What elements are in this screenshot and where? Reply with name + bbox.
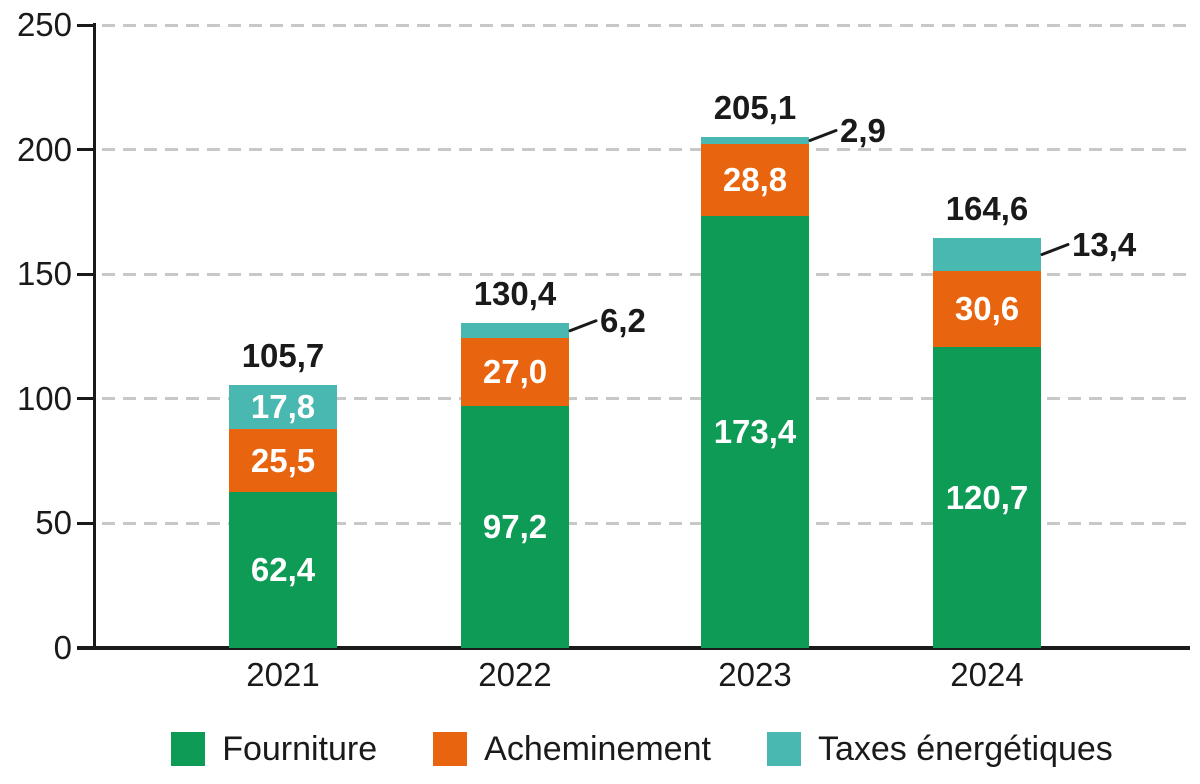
bar-2021-taxes-energetiques bbox=[229, 384, 337, 429]
bar-2023-fourniture-value: 173,4 bbox=[713, 412, 797, 450]
legend-swatch-taxes-energetiques bbox=[766, 732, 801, 766]
legend-swatch-acheminement bbox=[433, 732, 468, 766]
legend-label-acheminement: Acheminement bbox=[484, 730, 711, 768]
x-label-2022: 2022 bbox=[478, 656, 552, 693]
y-tick-200 bbox=[77, 148, 94, 152]
callout-line-2022 bbox=[568, 319, 598, 333]
y-tick-50 bbox=[77, 521, 94, 525]
bar-2021-total: 105,7 bbox=[241, 336, 325, 374]
legend: Fourniture Acheminement Taxes énergétiques bbox=[94, 731, 1190, 767]
bar-2023-total: 205,1 bbox=[713, 88, 797, 126]
y-tick-label-100: 100 bbox=[16, 379, 72, 417]
callout-label-2022: 6,2 bbox=[600, 301, 646, 339]
bar-2024-fourniture bbox=[933, 347, 1041, 648]
y-tick-150 bbox=[77, 272, 94, 276]
y-tick-label-50: 50 bbox=[35, 504, 72, 542]
legend-item-acheminement: Acheminement bbox=[433, 731, 711, 767]
bar-2024-fourniture-value: 120,7 bbox=[945, 478, 1029, 516]
y-tick-label-150: 150 bbox=[16, 255, 72, 293]
gridline-200 bbox=[102, 148, 1190, 152]
gridline-100 bbox=[102, 397, 1190, 401]
bar-2024-total: 164,6 bbox=[945, 189, 1029, 227]
bar-2024-acheminement-value: 30,6 bbox=[954, 290, 1020, 328]
bar-2023-taxes-energetiques bbox=[701, 136, 809, 145]
bar-2021-fourniture-value: 62,4 bbox=[250, 551, 316, 589]
callout-label-2023: 2,9 bbox=[840, 111, 886, 149]
x-label-2021: 2021 bbox=[246, 656, 320, 693]
legend-label-fourniture: Fourniture bbox=[222, 730, 378, 768]
y-tick-label-250: 250 bbox=[16, 6, 72, 43]
callout-label-2024: 13,4 bbox=[1072, 225, 1137, 263]
legend-label-taxes-energetiques: Taxes énergétiques bbox=[817, 730, 1113, 768]
bar-2021-acheminement-value: 25,5 bbox=[250, 441, 316, 479]
bar-2022-taxes-energetiques bbox=[461, 323, 569, 339]
bar-2021-taxes-energetiques-value: 17,8 bbox=[250, 387, 316, 425]
gridline-250 bbox=[102, 23, 1190, 27]
bar-2023-acheminement bbox=[701, 144, 809, 216]
bar-2022-total: 130,4 bbox=[473, 275, 557, 313]
gridline-50 bbox=[102, 521, 1190, 525]
bar-2024-acheminement bbox=[933, 270, 1041, 348]
legend-item-taxes-energetiques: Taxes énergétiques bbox=[766, 730, 1113, 768]
bar-2022-fourniture bbox=[461, 405, 569, 648]
y-tick-250 bbox=[77, 23, 94, 27]
bar-2023-fourniture bbox=[701, 215, 809, 648]
y-axis-line bbox=[93, 23, 96, 648]
bar-2024-taxes-energetiques bbox=[933, 237, 1041, 271]
x-label-2024: 2024 bbox=[950, 656, 1024, 693]
bar-2022-acheminement-value: 27,0 bbox=[482, 353, 548, 391]
x-axis-line bbox=[77, 646, 1190, 650]
x-label-2023: 2023 bbox=[718, 656, 792, 693]
callout-line-2024 bbox=[1040, 243, 1070, 257]
bar-2021-acheminement bbox=[229, 428, 337, 493]
y-tick-100 bbox=[77, 397, 94, 401]
bar-2021-fourniture bbox=[229, 492, 337, 648]
callout-line-2023 bbox=[808, 129, 838, 143]
bar-2022-fourniture-value: 97,2 bbox=[482, 507, 548, 545]
y-tick-label-200: 200 bbox=[16, 130, 72, 168]
legend-swatch-fourniture bbox=[171, 732, 206, 766]
legend-item-fourniture: Fourniture bbox=[171, 731, 377, 767]
y-tick-label-0: 0 bbox=[53, 629, 72, 666]
bar-2023-acheminement-value: 28,8 bbox=[722, 161, 788, 198]
bar-2022-acheminement bbox=[461, 338, 569, 406]
gridline-150 bbox=[102, 272, 1190, 276]
